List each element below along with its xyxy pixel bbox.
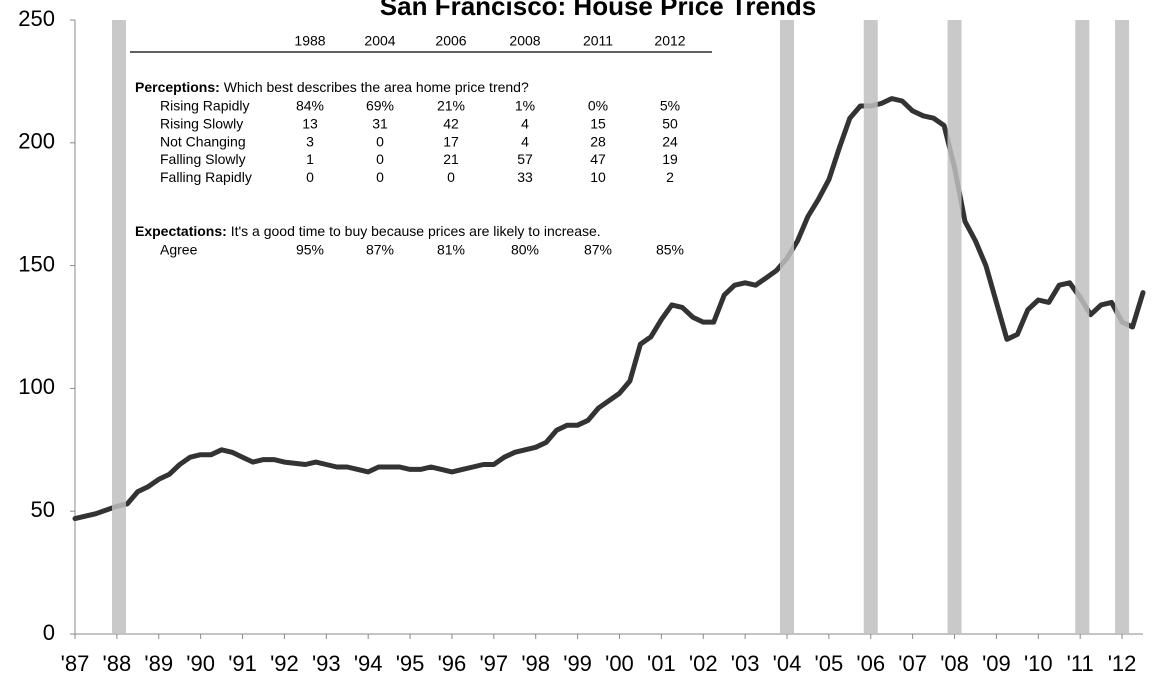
table-cell: 0 xyxy=(306,169,314,185)
survey-band xyxy=(863,20,878,634)
table-section: Expectations: It's a good time to buy be… xyxy=(135,223,601,239)
table-cell: 80% xyxy=(511,242,539,258)
x-tick-label: '11 xyxy=(1067,651,1094,676)
x-tick-label: '92 xyxy=(270,651,299,676)
table-cell: 1 xyxy=(306,151,314,167)
table-cell: 21 xyxy=(443,151,459,167)
x-tick-label: '88 xyxy=(103,651,132,676)
table-cell: 84% xyxy=(296,98,324,114)
table-cell: 10 xyxy=(590,169,606,185)
x-tick-label: '01 xyxy=(647,651,676,676)
table-cell: 57 xyxy=(517,151,533,167)
x-tick-label: '90 xyxy=(186,651,215,676)
table-cell: 15 xyxy=(590,116,606,132)
table-cell: 19 xyxy=(662,151,678,167)
table-column-header: 2012 xyxy=(654,33,685,49)
x-tick-label: '07 xyxy=(898,651,927,676)
table-cell: 81% xyxy=(437,242,465,258)
x-tick-label: '95 xyxy=(396,651,425,676)
x-tick-label: '12 xyxy=(1108,651,1137,676)
table-cell: 1% xyxy=(515,98,535,114)
x-tick-label: '99 xyxy=(563,651,592,676)
table-cell: 0% xyxy=(588,98,608,114)
x-tick-label: '03 xyxy=(731,651,760,676)
table-cell: 0 xyxy=(376,151,384,167)
y-tick-label: 150 xyxy=(18,251,55,276)
table-section: Perceptions: Which best describes the ar… xyxy=(135,79,529,95)
x-tick-label: '97 xyxy=(479,651,508,676)
table-cell: 0 xyxy=(376,169,384,185)
y-tick-label: 250 xyxy=(18,6,55,31)
row-label: Rising Rapidly xyxy=(160,98,249,114)
x-tick-label: '08 xyxy=(940,651,969,676)
row-label: Rising Slowly xyxy=(160,116,243,132)
table-cell: 87% xyxy=(366,242,394,258)
survey-band xyxy=(947,20,962,634)
section-heading: Perceptions: xyxy=(135,79,220,95)
row-label: Not Changing xyxy=(160,133,246,149)
section-question: Which best describes the area home price… xyxy=(224,79,529,95)
table-cell: 50 xyxy=(662,116,678,132)
x-tick-label: '05 xyxy=(815,651,844,676)
x-tick-label: '89 xyxy=(144,651,173,676)
price-line xyxy=(72,96,1146,522)
table-cell: 3 xyxy=(306,133,314,149)
table-column-header: 2011 xyxy=(583,33,613,49)
x-tick-label: '87 xyxy=(61,651,90,676)
table-cell: 4 xyxy=(521,133,529,149)
table-cell: 2 xyxy=(666,169,674,185)
x-tick-label: '91 xyxy=(228,651,257,676)
table-cell: 0 xyxy=(447,169,455,185)
table-cell: 13 xyxy=(302,116,318,132)
table-column-header: 2004 xyxy=(364,33,395,49)
section-heading: Expectations: xyxy=(135,223,227,239)
x-tick-label: '93 xyxy=(312,651,341,676)
table-cell: 31 xyxy=(372,116,388,132)
table-column-header: 1988 xyxy=(294,33,325,49)
row-label: Falling Slowly xyxy=(160,151,246,167)
x-tick-label: '00 xyxy=(605,651,634,676)
table-cell: 87% xyxy=(584,242,612,258)
table-cell: 28 xyxy=(590,133,606,149)
table-cell: 33 xyxy=(517,169,533,185)
x-tick-label: '02 xyxy=(689,651,718,676)
x-tick-label: '98 xyxy=(521,651,550,676)
x-tick-label: '10 xyxy=(1024,651,1053,676)
table-cell: 17 xyxy=(443,133,459,149)
survey-band xyxy=(1075,20,1090,634)
y-tick-label: 0 xyxy=(43,620,55,645)
table-cell: 47 xyxy=(590,151,606,167)
x-tick-label: '04 xyxy=(773,651,802,676)
survey-band xyxy=(111,20,126,634)
x-tick-label: '09 xyxy=(982,651,1011,676)
table-cell: 69% xyxy=(366,98,394,114)
table-cell: 24 xyxy=(662,133,678,149)
y-tick-label: 200 xyxy=(18,129,55,154)
chart-title: San Francisco: House Price Trends xyxy=(380,0,816,21)
table-cell: 21% xyxy=(437,98,465,114)
x-tick-label: '96 xyxy=(438,651,467,676)
row-label: Falling Rapidly xyxy=(160,169,252,185)
x-tick-label: '06 xyxy=(856,651,885,676)
section-question: It's a good time to buy because prices a… xyxy=(231,223,601,239)
row-label: Agree xyxy=(160,242,198,258)
survey-band xyxy=(1115,20,1130,634)
table-cell: 5% xyxy=(660,98,680,114)
survey-band xyxy=(780,20,794,634)
table-column-header: 2006 xyxy=(435,33,466,49)
y-tick-label: 50 xyxy=(31,497,55,522)
table-cell: 0 xyxy=(376,133,384,149)
table-cell: 95% xyxy=(296,242,324,258)
table-cell: 85% xyxy=(656,242,684,258)
y-tick-label: 100 xyxy=(18,374,55,399)
table-column-header: 2008 xyxy=(509,33,540,49)
x-tick-label: '94 xyxy=(354,651,383,676)
table-cell: 4 xyxy=(521,116,529,132)
table-cell: 42 xyxy=(443,116,459,132)
